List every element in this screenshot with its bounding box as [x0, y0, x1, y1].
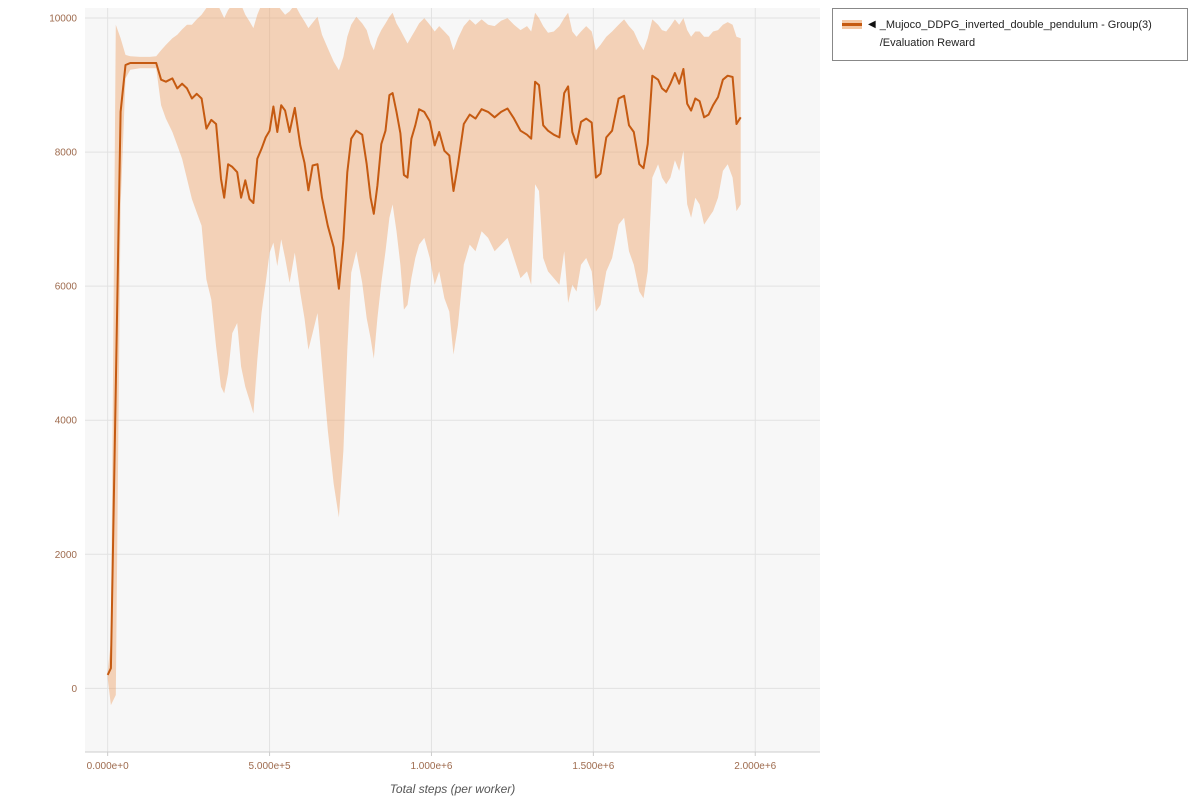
mean-reward-line: [106, 62, 742, 676]
y-tick-label: 2000: [55, 550, 78, 561]
legend: ◀ _Mujoco_DDPG_inverted_double_pendulum …: [832, 8, 1188, 62]
y-tick-label: 6000: [55, 282, 78, 293]
x-tick-label: 5.000e+5: [249, 761, 291, 772]
legend-line-swatch: [842, 23, 862, 26]
confidence-band: [107, 8, 741, 706]
legend-label-line1: _Mujoco_DDPG_inverted_double_pendulum - …: [879, 19, 1152, 31]
legend-toggle-icon[interactable]: ◀: [868, 19, 876, 30]
x-tick-label: 1.500e+6: [572, 761, 614, 772]
x-tick-label: 0.000e+0: [87, 761, 129, 772]
x-tick-label: 1.000e+6: [410, 761, 452, 772]
legend-item-evaluation-reward[interactable]: ◀ _Mujoco_DDPG_inverted_double_pendulum …: [842, 17, 1178, 52]
legend-series-swatch: [842, 20, 862, 29]
y-tick-label: 8000: [55, 148, 78, 159]
y-tick-label: 0: [71, 684, 77, 695]
y-tick-label: 10000: [49, 14, 77, 25]
legend-label-line2: /Evaluation Reward: [879, 36, 976, 49]
legend-label: _Mujoco_DDPG_inverted_double_pendulum - …: [880, 17, 1152, 52]
x-tick-label: 2.000e+6: [734, 761, 776, 772]
reward-chart[interactable]: 0.000e+0 5.000e+5 1.000e+6 1.500e+6 2.000e+6…: [0, 0, 830, 800]
x-axis-title: Total steps (per worker): [389, 782, 516, 796]
y-tick-label: 4000: [55, 416, 78, 427]
plot-area[interactable]: [85, 8, 820, 752]
